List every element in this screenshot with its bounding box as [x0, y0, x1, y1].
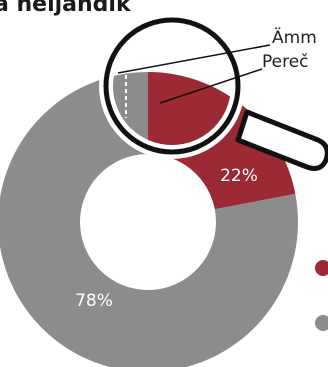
callout-label-1: Ämm: [272, 28, 317, 48]
pie-slice-1: [148, 72, 296, 210]
legend: [315, 260, 328, 331]
legend-marker-1: [315, 260, 328, 276]
chart-title: a neljandik: [0, 0, 131, 17]
slice-label-1: 22%: [220, 166, 258, 186]
pie-slice-2: [0, 72, 298, 367]
legend-marker-2: [315, 315, 328, 331]
slice-label-2: 78%: [75, 291, 113, 311]
magnifier-icon: [99, 13, 328, 171]
callout-label-2: Pereč: [262, 52, 309, 72]
